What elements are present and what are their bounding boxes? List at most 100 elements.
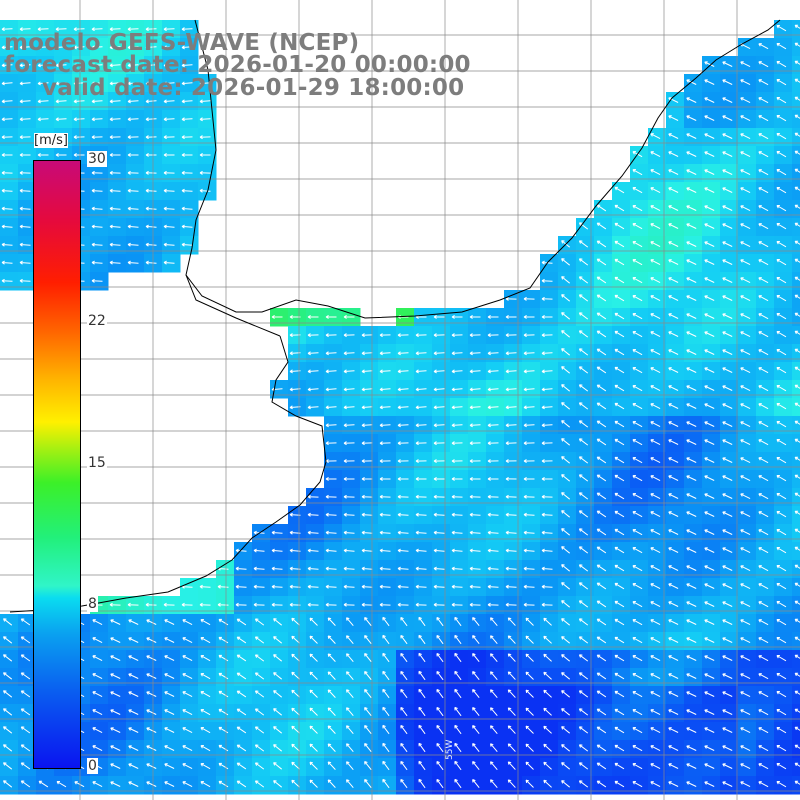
wind-arrow xyxy=(596,204,607,212)
wind-arrow xyxy=(181,206,193,211)
wind-arrow xyxy=(127,81,139,86)
wind-arrow xyxy=(307,351,319,356)
wind-arrow xyxy=(596,294,607,302)
wind-arrow xyxy=(614,312,625,320)
wind-arrow xyxy=(451,566,463,571)
wind-arrow xyxy=(632,745,643,752)
wind-arrow xyxy=(397,333,409,338)
wind-arrow xyxy=(397,530,409,535)
wind-arrow xyxy=(490,617,498,627)
wind-arrow xyxy=(668,601,679,607)
wind-arrow xyxy=(740,241,751,248)
wind-arrow xyxy=(722,169,733,175)
wind-arrow xyxy=(436,778,444,789)
wind-arrow xyxy=(73,135,85,140)
wind-arrow xyxy=(163,135,175,140)
wind-arrow xyxy=(361,512,373,517)
wind-arrow xyxy=(364,761,372,771)
wind-arrow xyxy=(200,745,211,752)
wind-arrow xyxy=(632,475,643,482)
wind-arrow xyxy=(325,584,337,589)
wind-arrow xyxy=(776,277,787,284)
wind-arrow xyxy=(3,762,13,770)
wind-arrow xyxy=(451,548,463,553)
wind-speed-cell xyxy=(792,128,800,147)
wind-arrow xyxy=(73,45,85,50)
wind-arrow xyxy=(776,349,787,356)
wind-arrow xyxy=(309,725,318,734)
wind-arrow xyxy=(397,441,409,446)
wind-arrow xyxy=(614,294,625,302)
wind-arrow xyxy=(379,584,391,589)
wind-arrow xyxy=(436,760,444,771)
wind-arrow xyxy=(1,152,13,157)
wind-arrow xyxy=(273,780,283,788)
wind-arrow xyxy=(578,438,589,446)
wind-arrow xyxy=(776,385,787,392)
wind-arrow xyxy=(3,618,13,626)
wind-arrow xyxy=(578,654,589,662)
wind-arrow xyxy=(740,511,751,518)
wind-arrow xyxy=(776,763,787,770)
wind-arrow xyxy=(596,384,607,392)
wind-speed-cell xyxy=(792,20,800,39)
wind-arrow xyxy=(361,441,373,446)
wind-arrow xyxy=(436,724,444,735)
wind-arrow xyxy=(218,672,229,680)
wind-arrow xyxy=(561,564,571,572)
wind-arrow xyxy=(541,548,553,553)
wind-arrow xyxy=(740,565,751,572)
wind-arrow xyxy=(397,494,409,499)
wind-arrow xyxy=(382,760,390,771)
longitude-labels: 55W xyxy=(445,740,455,760)
wind-arrow xyxy=(163,81,175,86)
wind-arrow xyxy=(704,313,715,319)
wind-arrow xyxy=(758,61,769,68)
wind-arrow xyxy=(704,565,715,571)
wind-arrow xyxy=(543,761,552,770)
wind-arrow xyxy=(346,671,354,681)
wind-arrow xyxy=(722,547,733,553)
wind-arrow xyxy=(704,421,715,427)
wind-arrow xyxy=(127,206,139,211)
wind-arrow xyxy=(433,333,445,338)
wind-arrow xyxy=(487,369,499,374)
wind-arrow xyxy=(325,512,337,517)
wind-arrow xyxy=(722,79,733,85)
wind-arrow xyxy=(686,133,697,139)
wind-arrow xyxy=(722,133,733,139)
wind-arrow xyxy=(91,63,103,68)
wind-arrow xyxy=(55,117,67,122)
colorbar-tick: 15 xyxy=(87,455,107,471)
wind-speed-cell xyxy=(792,362,800,381)
wind-arrow xyxy=(596,420,607,428)
wind-arrow xyxy=(614,348,625,356)
wind-arrow xyxy=(668,547,679,553)
wind-arrow xyxy=(614,600,625,608)
wind-arrow xyxy=(109,224,121,229)
wind-arrow xyxy=(632,691,643,698)
wind-arrow xyxy=(596,690,607,698)
wind-arrow xyxy=(578,384,589,392)
wind-arrow xyxy=(364,707,372,717)
wind-arrow xyxy=(614,258,625,266)
wind-arrow xyxy=(199,602,211,607)
wind-arrow xyxy=(164,655,175,661)
wind-arrow xyxy=(722,529,733,535)
wind-arrow xyxy=(525,653,534,662)
wind-arrow xyxy=(73,63,85,68)
wind-arrow xyxy=(433,314,445,319)
wind-arrow xyxy=(722,637,733,643)
wind-arrow xyxy=(722,781,733,787)
wind-arrow xyxy=(415,459,427,464)
wind-arrow xyxy=(614,510,625,518)
wind-arrow xyxy=(632,637,643,644)
wind-arrow xyxy=(490,653,498,663)
wind-arrow xyxy=(364,617,372,627)
wind-arrow xyxy=(650,529,661,536)
wind-arrow xyxy=(758,475,769,482)
wind-arrow xyxy=(632,313,643,320)
wind-arrow xyxy=(614,690,625,698)
wind-arrow xyxy=(758,421,769,428)
